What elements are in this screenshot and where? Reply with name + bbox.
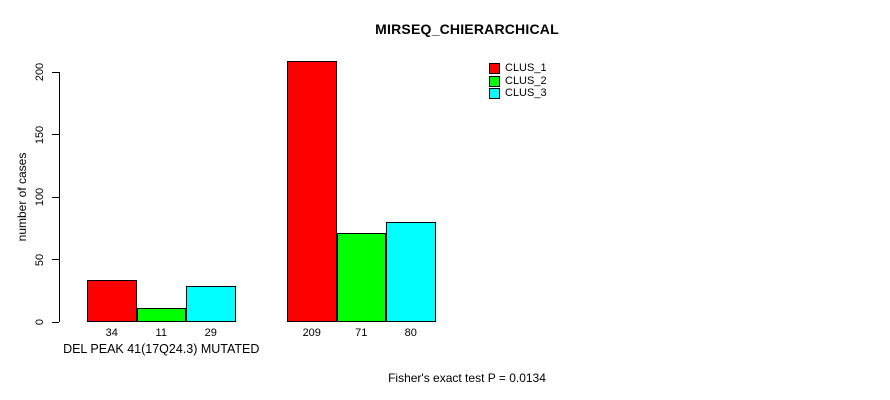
- legend: CLUS_1 CLUS_2 CLUS_3: [489, 63, 547, 101]
- bar-clus_2: [136, 308, 186, 322]
- bar-value-label: 209: [302, 327, 321, 339]
- legend-label: CLUS_2: [505, 74, 547, 87]
- y-axis-tick: [52, 259, 59, 260]
- y-axis-tick-label: 100: [34, 187, 46, 207]
- y-axis-tick: [52, 196, 59, 198]
- legend-label: CLUS_1: [505, 62, 547, 74]
- fisher-test-annotation: Fisher's exact test P = 0.0134: [388, 371, 546, 385]
- y-axis-tick-label: 50: [34, 253, 46, 266]
- bar-clus_3: [386, 222, 436, 322]
- y-axis-tick: [52, 321, 59, 323]
- bar-value-label: 71: [355, 327, 368, 339]
- y-axis-tick-label: 150: [34, 125, 46, 144]
- y-axis-line: [59, 72, 60, 322]
- bar-value-label: 80: [404, 327, 417, 339]
- bar-value-label: 34: [105, 327, 118, 339]
- bar-clus_1: [287, 60, 337, 322]
- legend-color-swatch: [489, 75, 500, 87]
- bar-value-label: 11: [155, 327, 167, 339]
- bar-value-label: 29: [204, 327, 217, 339]
- bar-clus_1: [87, 279, 137, 322]
- legend-color-swatch: [489, 63, 500, 74]
- legend-color-swatch: [489, 88, 500, 99]
- bar-clus_3: [186, 285, 236, 322]
- x-axis-group-label: DEL PEAK 41(17Q24.3) MUTATED: [63, 342, 260, 356]
- legend-item: CLUS_1: [489, 63, 547, 74]
- legend-item: CLUS_3: [489, 88, 547, 99]
- y-axis-tick-label: 200: [34, 62, 46, 82]
- legend-label: CLUS_3: [505, 87, 547, 99]
- y-axis-tick: [52, 134, 59, 135]
- chart-title: MIRSEQ_CHIERARCHICAL: [375, 21, 559, 37]
- legend-item: CLUS_2: [489, 74, 547, 87]
- y-axis-tick-label: 0: [34, 318, 46, 326]
- y-axis-label: number of cases: [15, 152, 29, 242]
- bar-clus_2: [336, 233, 386, 322]
- y-axis-tick: [52, 71, 59, 73]
